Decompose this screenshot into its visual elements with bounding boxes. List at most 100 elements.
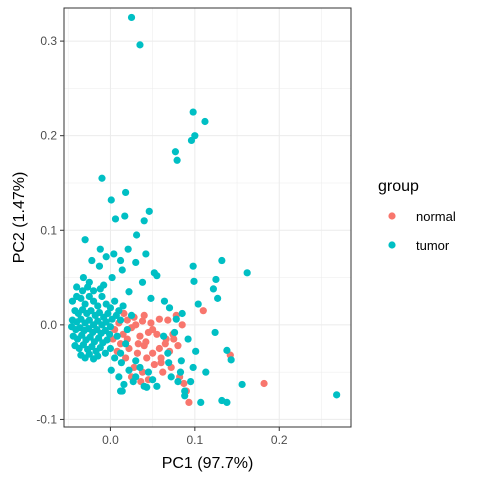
point-normal — [149, 349, 157, 357]
point-tumor — [81, 236, 89, 244]
point-tumor — [110, 250, 118, 258]
major-gridlines — [64, 8, 351, 427]
point-tumor — [178, 309, 186, 318]
point-tumor — [127, 311, 136, 319]
point-tumor — [181, 392, 189, 400]
point-tumor — [77, 294, 85, 302]
point-tumor — [107, 366, 115, 374]
point-tumor — [167, 373, 175, 381]
point-tumor — [173, 156, 181, 164]
point-normal — [180, 379, 188, 388]
point-normal — [157, 359, 165, 367]
point-tumor — [127, 13, 136, 22]
point-tumor — [73, 283, 81, 291]
point-tumor — [125, 366, 133, 374]
point-tumor — [122, 340, 130, 348]
point-tumor — [144, 368, 153, 376]
x-tick-label: 0.1 — [186, 433, 203, 447]
y-tick-label: -0.1 — [36, 412, 57, 426]
point-tumor — [116, 316, 125, 324]
point-tumor — [165, 304, 174, 312]
point-tumor — [223, 346, 231, 354]
point-tumor — [106, 323, 115, 331]
point-tumor — [209, 285, 218, 293]
point-tumor — [153, 272, 161, 280]
point-tumor — [102, 318, 110, 326]
point-tumor — [214, 294, 222, 302]
point-tumor — [165, 359, 173, 367]
point-normal — [143, 354, 151, 362]
point-tumor — [95, 334, 103, 342]
point-tumor — [189, 363, 197, 372]
plot-panel-background — [64, 8, 351, 427]
point-tumor — [111, 215, 120, 223]
point-tumor — [190, 277, 198, 285]
point-tumor — [184, 335, 192, 343]
point-tumor — [78, 287, 87, 295]
point-tumor — [101, 349, 109, 357]
point-tumor — [187, 378, 195, 386]
point-tumor — [145, 207, 153, 215]
point-tumor — [104, 309, 112, 318]
point-tumor — [116, 349, 125, 357]
point-tumor — [115, 373, 123, 381]
point-tumor — [102, 253, 110, 261]
point-tumor — [136, 363, 144, 372]
point-normal — [164, 316, 172, 324]
legend-title: group — [378, 178, 419, 195]
legend-label-normal: normal — [416, 209, 456, 224]
point-tumor — [119, 302, 127, 310]
point-tumor — [89, 287, 98, 295]
point-tumor — [96, 245, 104, 253]
point-tumor — [107, 196, 115, 204]
point-tumor — [189, 108, 197, 116]
point-tumor — [202, 368, 210, 376]
point-tumor — [106, 304, 115, 312]
point-normal — [123, 316, 131, 324]
point-tumor — [88, 256, 96, 265]
legend-key-normal — [388, 212, 396, 220]
x-tick-label: 0.2 — [271, 433, 288, 447]
point-tumor — [85, 350, 93, 358]
point-tumor — [243, 269, 251, 277]
point-normal — [178, 321, 186, 329]
point-tumor — [117, 359, 125, 367]
legend-entry-tumor: tumor — [388, 238, 450, 253]
point-tumor — [108, 273, 116, 282]
point-tumor — [140, 217, 148, 225]
point-tumor — [98, 292, 106, 301]
point-tumor — [111, 297, 119, 305]
point-tumor — [197, 398, 205, 407]
point-normal — [122, 354, 130, 362]
point-tumor — [176, 368, 185, 376]
point-tumor — [79, 341, 88, 349]
point-tumor — [174, 378, 182, 386]
point-tumor — [86, 333, 94, 341]
legend-key-tumor — [388, 241, 396, 249]
point-normal — [153, 330, 161, 338]
point-tumor — [111, 354, 119, 362]
point-tumor — [187, 136, 196, 145]
point-normal — [132, 321, 140, 329]
point-tumor — [112, 311, 120, 319]
point-normal — [142, 338, 150, 346]
point-normal — [133, 349, 142, 357]
point-tumor — [172, 315, 180, 323]
point-tumor — [85, 292, 93, 301]
y-tick-label: 0.3 — [40, 34, 57, 48]
point-tumor — [171, 148, 180, 156]
legend-entry-normal: normal — [388, 209, 456, 224]
point-tumor — [78, 331, 86, 339]
point-normal — [147, 319, 155, 327]
point-normal — [138, 317, 147, 325]
point-tumor — [153, 382, 161, 390]
point-tumor — [177, 357, 185, 365]
point-normal — [150, 360, 158, 369]
point-normal — [174, 342, 182, 350]
point-tumor — [123, 325, 131, 334]
point-tumor — [138, 278, 147, 286]
point-tumor — [132, 231, 141, 239]
point-normal — [149, 325, 157, 334]
point-tumor — [89, 297, 98, 305]
point-tumor — [116, 256, 125, 265]
